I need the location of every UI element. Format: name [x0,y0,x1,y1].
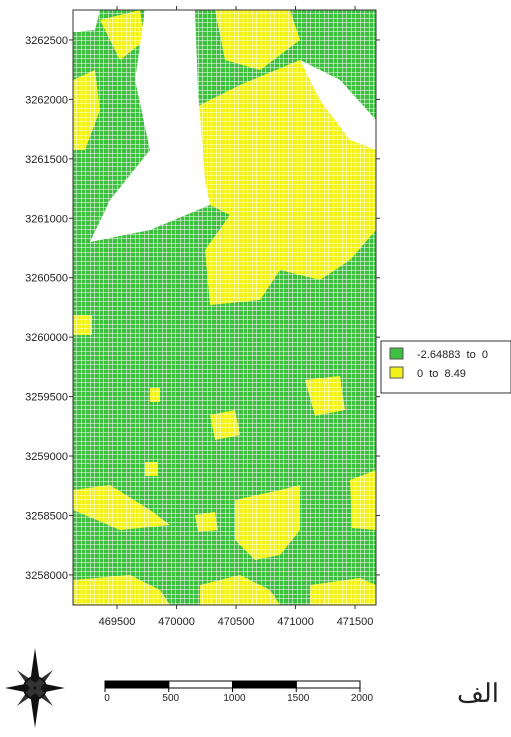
scale-label: 0 [104,693,110,704]
y-tick-label: 3260000 [25,332,68,344]
y-tick-label: 3261000 [25,213,68,225]
y-tick-label: 3260500 [25,273,68,285]
legend-label: 0 to 8.49 [417,368,466,380]
scale-segment [232,680,297,689]
caption: الف [457,679,499,709]
scale-segment [168,680,233,689]
legend-label: -2.64883 to 0 [417,349,488,361]
scale-segment [104,680,170,689]
y-tick-label: 3258000 [25,570,68,582]
y-tick-label: 3259500 [25,392,68,404]
north-arrow [5,648,65,728]
x-tick-label: 471000 [277,616,314,628]
legend-box: -2.64883 to 0 0 to 8.49 [380,340,511,394]
y-tick-label: 3261500 [25,154,68,166]
x-tick-label: 470500 [218,616,255,628]
scale-label: 1000 [223,693,246,704]
y-tick-label: 3258500 [25,510,68,522]
y-tick-label: 3259000 [25,451,68,463]
y-tick-label: 3262500 [25,35,68,47]
y-tick-label: 3262000 [25,94,68,106]
scale-label: 500 [162,693,179,704]
raster [73,10,376,605]
x-tick-label: 470000 [158,616,195,628]
legend-swatch [389,366,404,379]
scale-bar: 0 500 1000 1500 2000 [104,680,374,704]
x-tick-label: 469500 [99,616,136,628]
scale-label: 1500 [287,693,310,704]
scale-segment [295,680,361,689]
legend-swatch [389,347,404,360]
x-tick-label: 471500 [337,616,374,628]
cell-grid [73,10,376,605]
scale-label: 2000 [351,693,374,704]
map-frame [72,9,377,606]
